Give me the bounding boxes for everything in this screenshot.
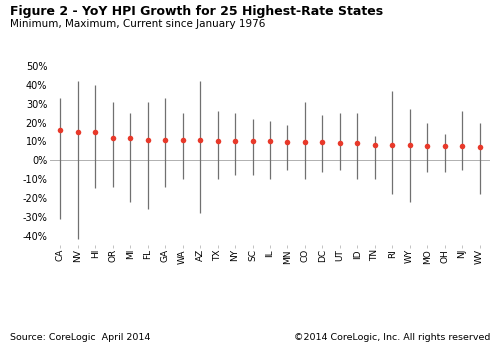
Point (126, 135, 134, 140)
Point (458, 144, 466, 149)
Point (336, 140, 344, 146)
Point (266, 139, 274, 144)
Point (354, 140, 362, 146)
Point (92, 129, 100, 135)
Point (178, 137, 186, 142)
Point (476, 144, 484, 150)
Text: Figure 2 - YoY HPI Growth for 25 Highest-Rate States: Figure 2 - YoY HPI Growth for 25 Highest… (10, 5, 383, 18)
Point (214, 138, 222, 143)
Point (248, 138, 256, 143)
Point (388, 142, 396, 148)
Point (56, 127, 64, 133)
Point (74, 129, 82, 135)
Point (301, 140, 309, 145)
Point (161, 137, 169, 142)
Text: Source: CoreLogic  April 2014: Source: CoreLogic April 2014 (10, 333, 150, 342)
Point (109, 135, 117, 140)
Point (144, 137, 152, 142)
Text: Minimum, Maximum, Current since January 1976: Minimum, Maximum, Current since January … (10, 19, 266, 29)
Point (284, 140, 292, 145)
Point (440, 144, 448, 149)
Point (406, 142, 413, 148)
Point (318, 140, 326, 145)
Point (196, 137, 204, 142)
Point (423, 144, 431, 149)
Point (371, 142, 379, 148)
Point (231, 138, 239, 143)
Text: ©2014 CoreLogic, Inc. All rights reserved: ©2014 CoreLogic, Inc. All rights reserve… (294, 333, 490, 342)
